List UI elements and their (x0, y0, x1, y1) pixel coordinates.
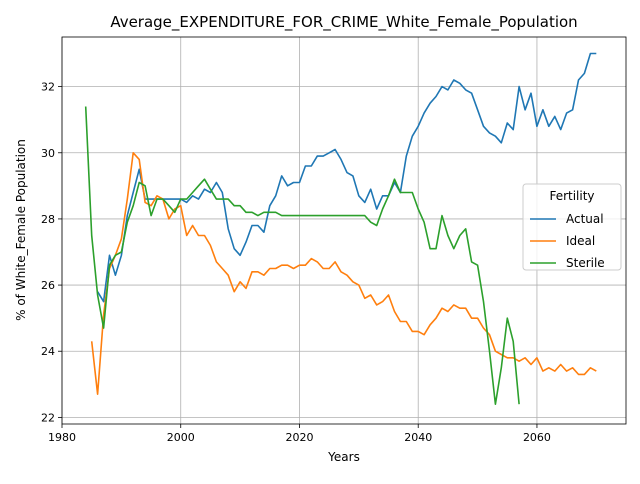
x-tick-label: 2040 (404, 431, 432, 444)
legend-label-ideal: Ideal (566, 234, 595, 248)
x-tick-label: 1980 (48, 431, 76, 444)
series-lines (84, 52, 597, 406)
y-tick-label: 24 (41, 345, 55, 358)
y-tick-label: 22 (41, 411, 55, 424)
x-tick-label: 2000 (167, 431, 195, 444)
legend: Fertility Actual Ideal Sterile (522, 183, 622, 271)
grid (61, 37, 626, 424)
plot-frame (61, 36, 627, 425)
y-tick-label: 32 (41, 81, 55, 94)
y-tick-label: 28 (41, 213, 55, 226)
x-axis-label: Years (327, 450, 360, 464)
x-tick-label: 2020 (285, 431, 313, 444)
y-tick-label: 30 (41, 147, 55, 160)
y-axis-ticks: 22 24 26 28 30 32 (41, 81, 62, 424)
y-axis-label: % of White_Female Population (14, 139, 28, 321)
x-tick-label: 2060 (523, 431, 551, 444)
legend-box (522, 183, 622, 271)
series-line-sterile (84, 106, 520, 406)
legend-label-sterile: Sterile (566, 256, 605, 270)
legend-items: Actual Ideal Sterile (530, 212, 605, 270)
legend-label-actual: Actual (566, 212, 604, 226)
chart-title: Average_EXPENDITURE_FOR_CRIME_White_Fema… (110, 13, 577, 32)
y-tick-label: 26 (41, 279, 55, 292)
legend-title: Fertility (549, 189, 594, 203)
x-axis-ticks: 1980 2000 2020 2040 2060 (48, 424, 551, 444)
